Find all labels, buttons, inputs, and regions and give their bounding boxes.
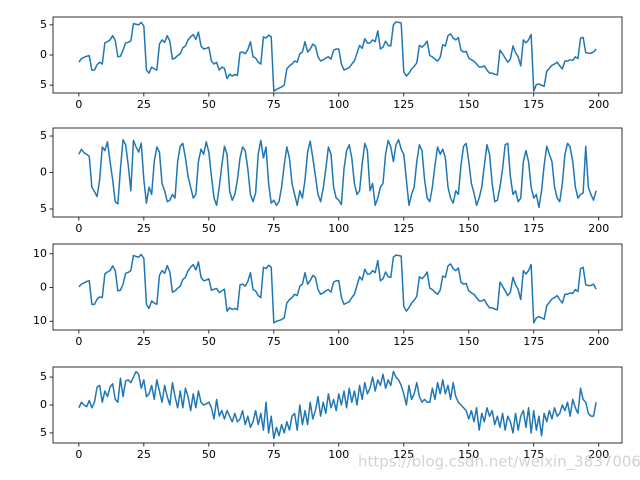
x-tick-label: 0 [75, 448, 82, 461]
x-tick-label: 50 [202, 98, 216, 111]
y-tick-label: 10 [33, 247, 47, 260]
y-tick-label: 0 [40, 281, 47, 294]
data-line [78, 370, 597, 440]
y-tick-label: 0 [40, 48, 47, 61]
y-tick-label: 5 [40, 370, 47, 383]
x-tick-label: 200 [588, 222, 609, 235]
x-tick-label: 125 [393, 98, 414, 111]
x-tick-label: 100 [328, 448, 349, 461]
watermark: https://blog.csdn.net/weixin_38370065 [358, 453, 640, 472]
x-tick-label: 0 [75, 222, 82, 235]
axes-frame [52, 243, 623, 331]
x-tick-label: 125 [393, 335, 414, 348]
x-tick-label: 150 [458, 222, 479, 235]
x-tick-label: 175 [523, 448, 544, 461]
x-tick-label: 200 [588, 98, 609, 111]
x-tick-label: 25 [137, 448, 151, 461]
data-line [78, 138, 597, 209]
y-tick-label: 5 [40, 78, 47, 91]
x-tick-label: 125 [393, 448, 414, 461]
x-tick-label: 100 [328, 98, 349, 111]
x-tick-label: 200 [588, 335, 609, 348]
x-tick-label: 125 [393, 222, 414, 235]
x-tick-label: 100 [328, 335, 349, 348]
x-tick-label: 150 [458, 98, 479, 111]
x-tick-label: 50 [202, 335, 216, 348]
x-tick-label: 150 [458, 335, 479, 348]
x-tick-label: 0 [75, 98, 82, 111]
y-tick-label: 5 [40, 426, 47, 439]
x-tick-label: 50 [202, 448, 216, 461]
x-tick-label: 200 [588, 448, 609, 461]
x-tick-label: 25 [137, 335, 151, 348]
x-tick-label: 0 [75, 335, 82, 348]
x-tick-label: 75 [267, 222, 281, 235]
x-tick-label: 150 [458, 448, 479, 461]
x-tick-label: 75 [267, 98, 281, 111]
y-tick-label: 5 [40, 202, 47, 215]
data-line [78, 21, 597, 92]
y-tick-label: 5 [40, 18, 47, 31]
y-tick-label: 0 [40, 398, 47, 411]
x-tick-label: 175 [523, 335, 544, 348]
x-tick-label: 100 [328, 222, 349, 235]
x-tick-label: 25 [137, 222, 151, 235]
data-line [78, 253, 597, 324]
x-tick-label: 25 [137, 98, 151, 111]
x-tick-label: 50 [202, 222, 216, 235]
y-tick-label: 0 [40, 166, 47, 179]
x-tick-label: 75 [267, 335, 281, 348]
x-tick-label: 175 [523, 222, 544, 235]
x-tick-label: 75 [267, 448, 281, 461]
y-tick-label: 5 [40, 129, 47, 142]
y-tick-label: 10 [33, 314, 47, 327]
x-tick-label: 175 [523, 98, 544, 111]
